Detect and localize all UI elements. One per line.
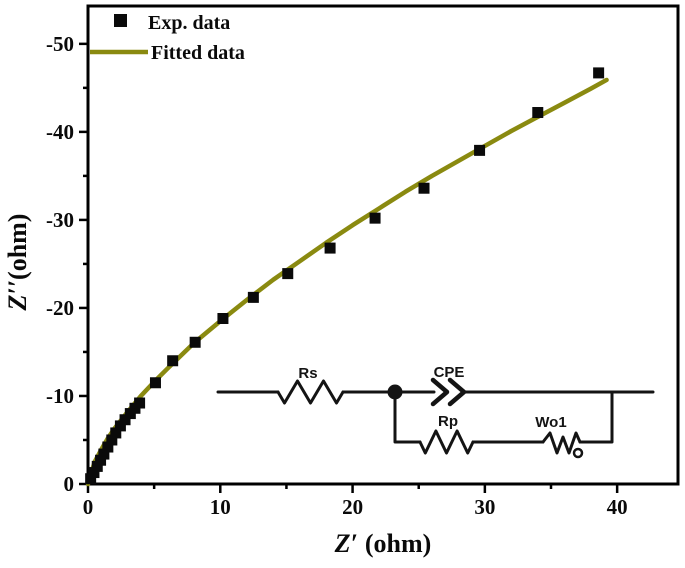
exp-data-point xyxy=(532,107,544,119)
legend: Exp. data Fitted data xyxy=(90,12,245,64)
exp-data-point xyxy=(102,441,114,453)
warburg-wo1-element xyxy=(541,431,582,455)
plot-frame xyxy=(86,4,680,486)
x-tick-label: 20 xyxy=(342,495,363,519)
circuit-wire-return xyxy=(578,390,614,444)
y-tick-label: -30 xyxy=(46,208,74,232)
exp-data-point xyxy=(247,291,259,303)
x-tick-label: 30 xyxy=(474,495,495,519)
exp-data-point xyxy=(474,144,486,156)
resistor-rs xyxy=(276,379,345,405)
circuit-wire-branch xyxy=(393,390,422,444)
cpe-element-chevron xyxy=(430,377,450,407)
axis-ticks xyxy=(79,42,619,493)
exp-data-point xyxy=(88,467,100,479)
exp-data-point xyxy=(119,414,131,426)
exp-data-series xyxy=(85,67,605,485)
cpe-element-chevron xyxy=(447,377,467,407)
circuit-label-rs: Rs xyxy=(298,365,317,382)
y-axis-title: Z′′(ohm) xyxy=(3,214,32,312)
exp-data-point xyxy=(149,377,161,389)
exp-data-point xyxy=(418,182,430,194)
legend-exp-label: Exp. data xyxy=(148,12,230,34)
exp-data-point xyxy=(167,355,179,367)
legend-exp-marker xyxy=(114,14,127,27)
legend-fit-label: Fitted data xyxy=(151,42,245,64)
y-tick-label: -10 xyxy=(46,384,74,408)
y-tick-label: -20 xyxy=(46,296,74,320)
exp-data-point xyxy=(91,460,103,472)
exp-data-point xyxy=(189,336,201,348)
x-tick-label: 0 xyxy=(83,495,94,519)
resistor-rp xyxy=(418,429,475,455)
circuit-label-rp: Rp xyxy=(438,413,458,430)
exp-data-point xyxy=(95,454,107,466)
exp-data-point xyxy=(98,448,110,460)
fitted-data-line xyxy=(85,77,609,487)
exp-data-point xyxy=(369,212,381,224)
exp-data-point xyxy=(282,268,294,280)
circuit-label-cpe: CPE xyxy=(434,364,465,381)
exp-data-point xyxy=(134,397,146,409)
exp-data-point xyxy=(106,434,118,446)
exp-data-point xyxy=(217,313,229,325)
y-tick-label: -40 xyxy=(46,120,74,144)
y-tick-label: 0 xyxy=(64,472,75,496)
circuit-inset xyxy=(216,377,655,459)
exp-data-point xyxy=(110,427,122,439)
exp-data-point xyxy=(85,473,97,485)
x-axis-title: Z′ (ohm) xyxy=(334,529,432,558)
circuit-label-wo1: Wo1 xyxy=(535,414,566,431)
exp-data-point xyxy=(324,242,336,254)
exp-data-point xyxy=(114,420,126,432)
warburg-terminal-circle xyxy=(572,447,584,459)
y-tick-label: -50 xyxy=(46,32,74,56)
x-tick-label: 10 xyxy=(210,495,231,519)
exp-data-point xyxy=(593,67,605,79)
x-tick-label: 40 xyxy=(607,495,628,519)
